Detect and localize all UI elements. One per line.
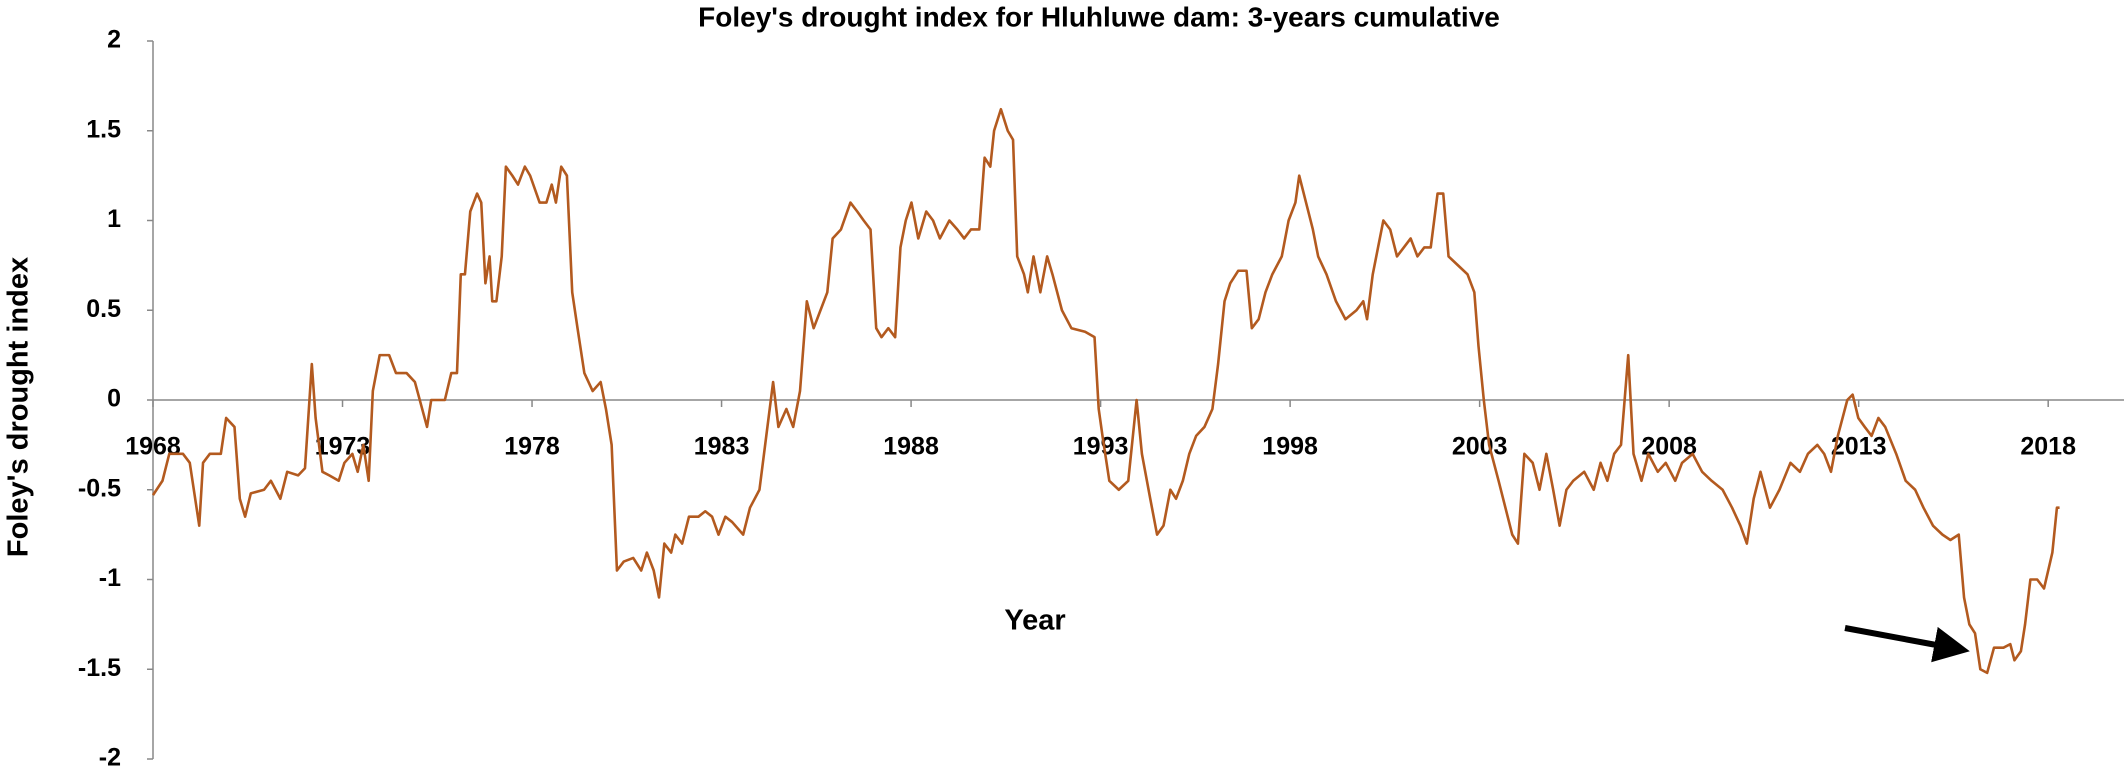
x-tick-label: 1998 [1262, 433, 1318, 461]
data-line [151, 107, 2060, 675]
y-tick-label: 1 [107, 205, 121, 233]
y-tick-label: -2 [99, 744, 121, 769]
y-tick-label: 0.5 [86, 295, 121, 323]
y-tick-label: 0 [107, 385, 121, 413]
y-tick-label: -1 [99, 564, 121, 592]
annotation-arrow [1844, 625, 1970, 663]
x-tick-label: 1988 [883, 433, 939, 461]
chart-title: Foley's drought index for Hluhluwe dam: … [698, 1, 1500, 32]
x-tick-label: 1993 [1073, 433, 1129, 461]
x-tick-label: 1968 [125, 433, 181, 461]
y-tick-label: -0.5 [78, 474, 121, 502]
y-axis-title: Foley's drought index [3, 257, 35, 557]
y-tick-label: 1.5 [86, 115, 121, 143]
x-tick-label: 2013 [1831, 433, 1887, 461]
x-tick-label: 2003 [1452, 433, 1508, 461]
y-tick-label: 2 [107, 26, 121, 54]
x-tick-label: 1978 [504, 433, 560, 461]
x-tick-label: 2018 [2020, 433, 2076, 461]
x-tick-label: 1983 [694, 433, 750, 461]
y-tick-label: -1.5 [78, 654, 121, 682]
x-axis-title: Year [1004, 605, 1065, 637]
